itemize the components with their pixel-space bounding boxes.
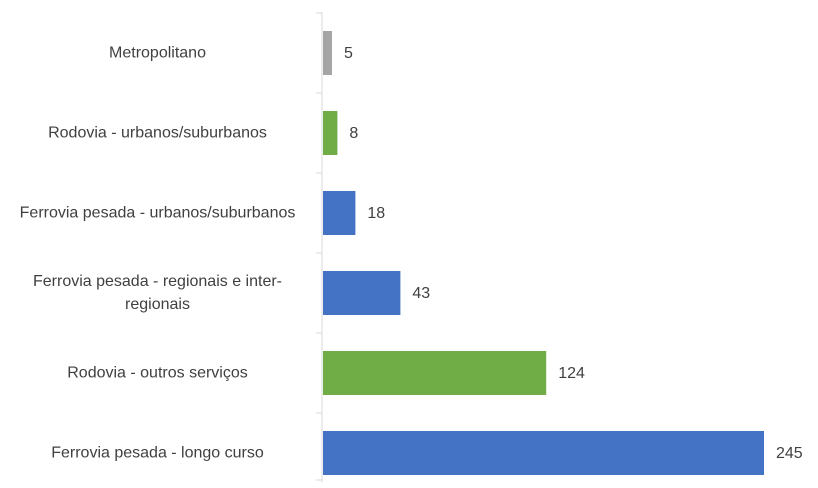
- value-label: 18: [367, 205, 385, 222]
- value-label: 124: [558, 365, 585, 382]
- category-label: Rodovia - urbanos/suburbanos: [48, 124, 267, 142]
- value-label: 5: [344, 45, 353, 62]
- bar: [323, 271, 401, 315]
- value-label: 43: [412, 285, 430, 302]
- bar: [323, 431, 764, 475]
- category-label: Rodovia - outros serviços: [67, 364, 248, 382]
- bar: [323, 31, 332, 75]
- bar: [323, 351, 547, 395]
- category-label: Ferrovia pesada - longo curso: [51, 444, 264, 462]
- category-label: Metropolitano: [109, 44, 206, 62]
- category-label: Ferrovia pesada - regionais e inter-regi…: [32, 273, 282, 313]
- bar: [323, 191, 356, 235]
- bar: [323, 111, 338, 155]
- category-label: Ferrovia pesada - urbanos/suburbanos: [19, 204, 296, 222]
- value-label: 245: [776, 445, 803, 462]
- value-label: 8: [349, 125, 358, 142]
